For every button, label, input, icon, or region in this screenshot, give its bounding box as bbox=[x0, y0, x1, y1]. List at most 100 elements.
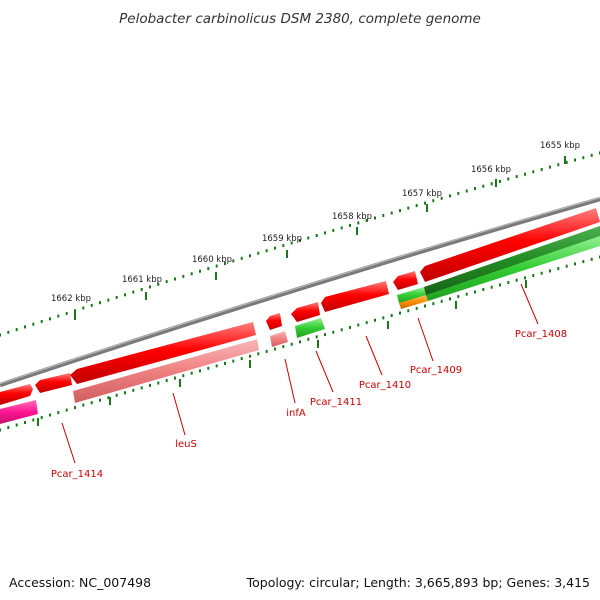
ruler-tick bbox=[107, 396, 110, 400]
ruler-tick bbox=[165, 280, 168, 284]
ruler-tick bbox=[549, 165, 551, 169]
ruler-tick bbox=[7, 426, 10, 429]
ruler-tick bbox=[465, 189, 468, 193]
ruler-tick bbox=[415, 306, 418, 310]
ruler-tick bbox=[582, 260, 585, 264]
gene-label-pcar-1409[interactable]: Pcar_1409 bbox=[410, 365, 462, 376]
ruler-tick bbox=[590, 153, 593, 157]
gene-arrow[interactable] bbox=[291, 302, 320, 322]
ruler-tick bbox=[257, 251, 260, 255]
ruler-tick bbox=[499, 283, 501, 287]
ruler-tick bbox=[524, 276, 526, 280]
ruler-tick bbox=[532, 274, 535, 277]
ruler-tick bbox=[357, 323, 360, 327]
ruler-tick bbox=[332, 330, 335, 334]
ruler-tick bbox=[74, 309, 76, 313]
ruler-tick bbox=[440, 196, 443, 200]
ruler-tick bbox=[90, 401, 93, 405]
gene-arrow[interactable] bbox=[426, 236, 600, 301]
ruler-tick bbox=[540, 168, 543, 171]
kbp-label: 1658 kbp bbox=[332, 212, 372, 222]
ruler-tick bbox=[99, 398, 101, 402]
gene-arrow[interactable] bbox=[35, 373, 72, 393]
gene-arrow[interactable] bbox=[393, 271, 418, 290]
gene-label-pcar-1414[interactable]: Pcar_1414 bbox=[51, 469, 103, 480]
kbp-label: 1659 kbp bbox=[262, 234, 302, 244]
ruler-tick bbox=[207, 267, 210, 271]
ruler-tick bbox=[232, 359, 235, 363]
kbp-label: 1660 kbp bbox=[192, 255, 232, 265]
ruler-tick bbox=[182, 274, 185, 278]
gene-arrow[interactable] bbox=[420, 208, 600, 282]
gene-label-leus[interactable]: leuS bbox=[175, 439, 197, 450]
ruler-tick bbox=[290, 342, 293, 346]
gene-arrow[interactable] bbox=[270, 331, 288, 347]
ruler-tick bbox=[374, 318, 376, 322]
ruler-tick bbox=[290, 241, 293, 245]
gene-arrow[interactable] bbox=[295, 318, 325, 338]
ruler-tick bbox=[365, 219, 368, 222]
ruler-tick bbox=[457, 295, 460, 299]
ruler-tick bbox=[124, 391, 126, 395]
ruler-tick bbox=[565, 264, 568, 268]
ruler-tick bbox=[140, 288, 143, 291]
ruler-tick bbox=[482, 288, 485, 291]
gene-arrow[interactable] bbox=[70, 322, 256, 384]
ruler-tick bbox=[149, 285, 151, 289]
ruler-tick bbox=[432, 302, 435, 306]
ruler-tick bbox=[57, 314, 60, 318]
kbp-label: 1655 kbp bbox=[540, 141, 580, 151]
ruler-tick bbox=[432, 199, 435, 203]
kbp-label: 1656 kbp bbox=[471, 165, 511, 175]
outer-ruler-dots bbox=[0, 151, 600, 337]
gene-label-infa[interactable]: infA bbox=[286, 408, 306, 419]
leader-line bbox=[172, 392, 186, 436]
ruler-tick bbox=[474, 187, 476, 191]
gene-arrow[interactable] bbox=[321, 281, 389, 312]
kbp-label: 1662 kbp bbox=[51, 294, 91, 304]
gene-label-pcar-1410[interactable]: Pcar_1410 bbox=[359, 380, 411, 391]
ruler-tick bbox=[49, 413, 51, 417]
leader-line bbox=[365, 335, 383, 376]
ruler-tick bbox=[15, 328, 18, 332]
gene-arrow[interactable] bbox=[73, 339, 259, 403]
ruler-tick bbox=[132, 388, 135, 392]
ruler-tick bbox=[565, 160, 568, 164]
ruler-tick bbox=[82, 306, 85, 310]
gene-label-pcar-1411[interactable]: Pcar_1411 bbox=[310, 397, 362, 408]
ruler-tick bbox=[457, 191, 460, 195]
gene-arrow[interactable] bbox=[0, 400, 38, 424]
ruler-tick bbox=[307, 337, 310, 341]
ruler-tick bbox=[582, 156, 585, 160]
gene-labels: Pcar_1408 Pcar_1409 Pcar_1410 Pcar_1411 … bbox=[51, 329, 567, 480]
gene-label-pcar-1408[interactable]: Pcar_1408 bbox=[515, 329, 567, 340]
ruler-tick bbox=[465, 292, 468, 296]
ruler-tick bbox=[40, 416, 43, 419]
ruler-tick bbox=[340, 226, 343, 230]
gene-arrow[interactable] bbox=[397, 287, 426, 303]
ruler-tick bbox=[24, 325, 26, 329]
gene-arrow[interactable] bbox=[399, 295, 428, 309]
gene-arrow[interactable] bbox=[424, 226, 600, 296]
leader-line bbox=[315, 350, 334, 393]
ruler-tick bbox=[324, 333, 326, 337]
ruler-tick bbox=[340, 328, 343, 332]
ruler-tick bbox=[449, 297, 451, 301]
ruler-tick bbox=[24, 421, 26, 424]
gene-arrow[interactable] bbox=[266, 313, 282, 330]
ruler-tick bbox=[574, 262, 576, 266]
ruler-tick bbox=[282, 244, 285, 248]
ruler-tick bbox=[299, 239, 301, 242]
kbp-label: 1661 kbp bbox=[122, 275, 162, 285]
ruler-tick bbox=[40, 320, 43, 323]
ruler-tick bbox=[574, 158, 576, 162]
ruler-tick bbox=[57, 411, 60, 415]
ruler-tick bbox=[382, 316, 385, 320]
gene-arrow[interactable] bbox=[0, 384, 33, 405]
ruler-tick bbox=[82, 403, 85, 407]
ruler-tick bbox=[390, 314, 393, 317]
ruler-tick bbox=[490, 285, 493, 289]
ruler-tick bbox=[590, 257, 593, 261]
ruler-tick bbox=[90, 303, 93, 307]
